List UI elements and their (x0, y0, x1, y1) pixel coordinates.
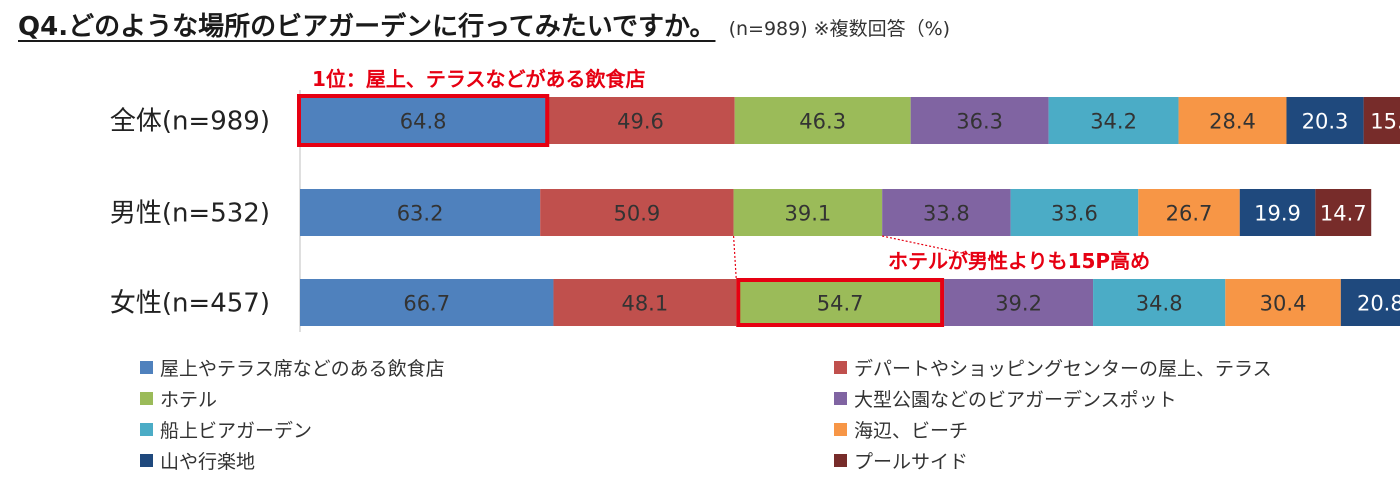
legend-label: デパートやショッピングセンターの屋上、テラス (854, 358, 1272, 380)
bar-segment (300, 279, 554, 326)
bar-segment (1048, 97, 1179, 144)
legend-label: ホテル (160, 389, 218, 411)
bar-segment (1093, 279, 1226, 326)
legend-label: 海辺、ビーチ (854, 420, 969, 442)
annotation-top-rank: 1位：屋上、テラスなどがある飲食店 (312, 67, 646, 91)
bar-segment (1010, 189, 1139, 236)
data-label: 39.1 (784, 202, 831, 226)
data-label: 48.1 (621, 292, 668, 316)
bar-segment (1286, 97, 1364, 144)
annotation-hotel-gap: ホテルが男性よりも15P高め (888, 249, 1150, 273)
data-label: 34.8 (1136, 292, 1183, 316)
legend-swatch (140, 454, 153, 467)
bar-segment (1340, 279, 1400, 326)
bar-segment (1138, 189, 1240, 236)
legend-swatch (834, 423, 847, 436)
data-label: 50.9 (613, 202, 660, 226)
bar-segment (1239, 189, 1316, 236)
legend-item: ホテル (140, 385, 217, 412)
legend-label: 大型公園などのビアガーデンスポット (854, 389, 1177, 411)
chart-subtitle: (n=989) ※複数回答（%) (728, 18, 951, 40)
bar-segment (944, 279, 1094, 326)
data-label: 54.7 (817, 292, 864, 316)
data-label: 66.7 (403, 292, 450, 316)
legend-swatch (834, 392, 847, 405)
category-label: 女性(n=457) (110, 289, 270, 319)
bar-segment (1225, 279, 1341, 326)
legend-item: プールサイド (834, 447, 968, 474)
data-label: 19.9 (1254, 202, 1301, 226)
data-label: 15.8 (1370, 110, 1400, 134)
bar-segment (300, 189, 541, 236)
chart-title-row: Q4.どのような場所のビアガーデンに行ってみたいですか。 (n=989) ※複数… (18, 6, 950, 46)
legend-swatch (140, 361, 153, 374)
data-label: 20.8 (1357, 292, 1400, 316)
bar-segment (734, 97, 911, 144)
data-label: 30.4 (1260, 292, 1307, 316)
legend-swatch (140, 423, 153, 436)
bar-segment (910, 97, 1049, 144)
data-label: 33.8 (923, 202, 970, 226)
bar-segment (736, 279, 945, 326)
legend-item: 海辺、ビーチ (834, 416, 968, 443)
data-label: 26.7 (1166, 202, 1213, 226)
highlight-box (297, 94, 550, 147)
bar-segment (733, 189, 883, 236)
legend-item: デパートやショッピングセンターの屋上、テラス (834, 354, 1272, 381)
legend-swatch (140, 392, 153, 405)
category-label: 男性(n=532) (110, 199, 270, 229)
bar-segment (1363, 97, 1400, 144)
bar-segment (1178, 97, 1287, 144)
legend-label: 船上ビアガーデン (160, 420, 313, 442)
chart-legend: 屋上やテラス席などのある飲食店 デパートやショッピングセンターの屋上、テラスホテル… (0, 354, 1400, 479)
bar-segment (553, 279, 737, 326)
data-label: 20.3 (1302, 110, 1349, 134)
legend-item: 山や行楽地 (140, 447, 255, 474)
bar-segment (882, 189, 1011, 236)
legend-item: 大型公園などのビアガーデンスポット (834, 385, 1177, 412)
chart-title: Q4.どのような場所のビアガーデンに行ってみたいですか。 (18, 12, 716, 42)
comparison-leader-line (732, 235, 737, 280)
bar-segment (546, 97, 735, 144)
data-label: 39.2 (995, 292, 1042, 316)
legend-swatch (834, 361, 847, 374)
data-label: 49.6 (617, 110, 664, 134)
data-label: 63.2 (397, 202, 444, 226)
legend-item: 船上ビアガーデン (140, 416, 312, 443)
legend-swatch (834, 454, 847, 467)
comparison-leader-line (882, 235, 1005, 263)
data-label: 36.3 (956, 110, 1003, 134)
stacked-bar-chart: 全体(n=989) 64.8 49.6 46.3 36.3 34.2 28.4 20.3 15.… (110, 67, 1400, 332)
bar-segment (1315, 189, 1372, 236)
bar-segment (540, 189, 734, 236)
category-label: 全体(n=989) (110, 107, 270, 137)
legend-label: プールサイド (854, 451, 969, 473)
data-label: 14.7 (1320, 202, 1367, 226)
data-label: 46.3 (799, 110, 846, 134)
legend-label: 山や行楽地 (160, 451, 256, 473)
legend-item: 屋上やテラス席などのある飲食店 (140, 354, 445, 381)
legend-label: 屋上やテラス席などのある飲食店 (160, 358, 445, 380)
data-label: 33.6 (1051, 202, 1098, 226)
bar-segment (300, 97, 547, 144)
data-label: 34.2 (1090, 110, 1137, 134)
data-label: 64.8 (400, 110, 447, 134)
highlight-box (736, 278, 945, 327)
data-label: 28.4 (1209, 110, 1256, 134)
